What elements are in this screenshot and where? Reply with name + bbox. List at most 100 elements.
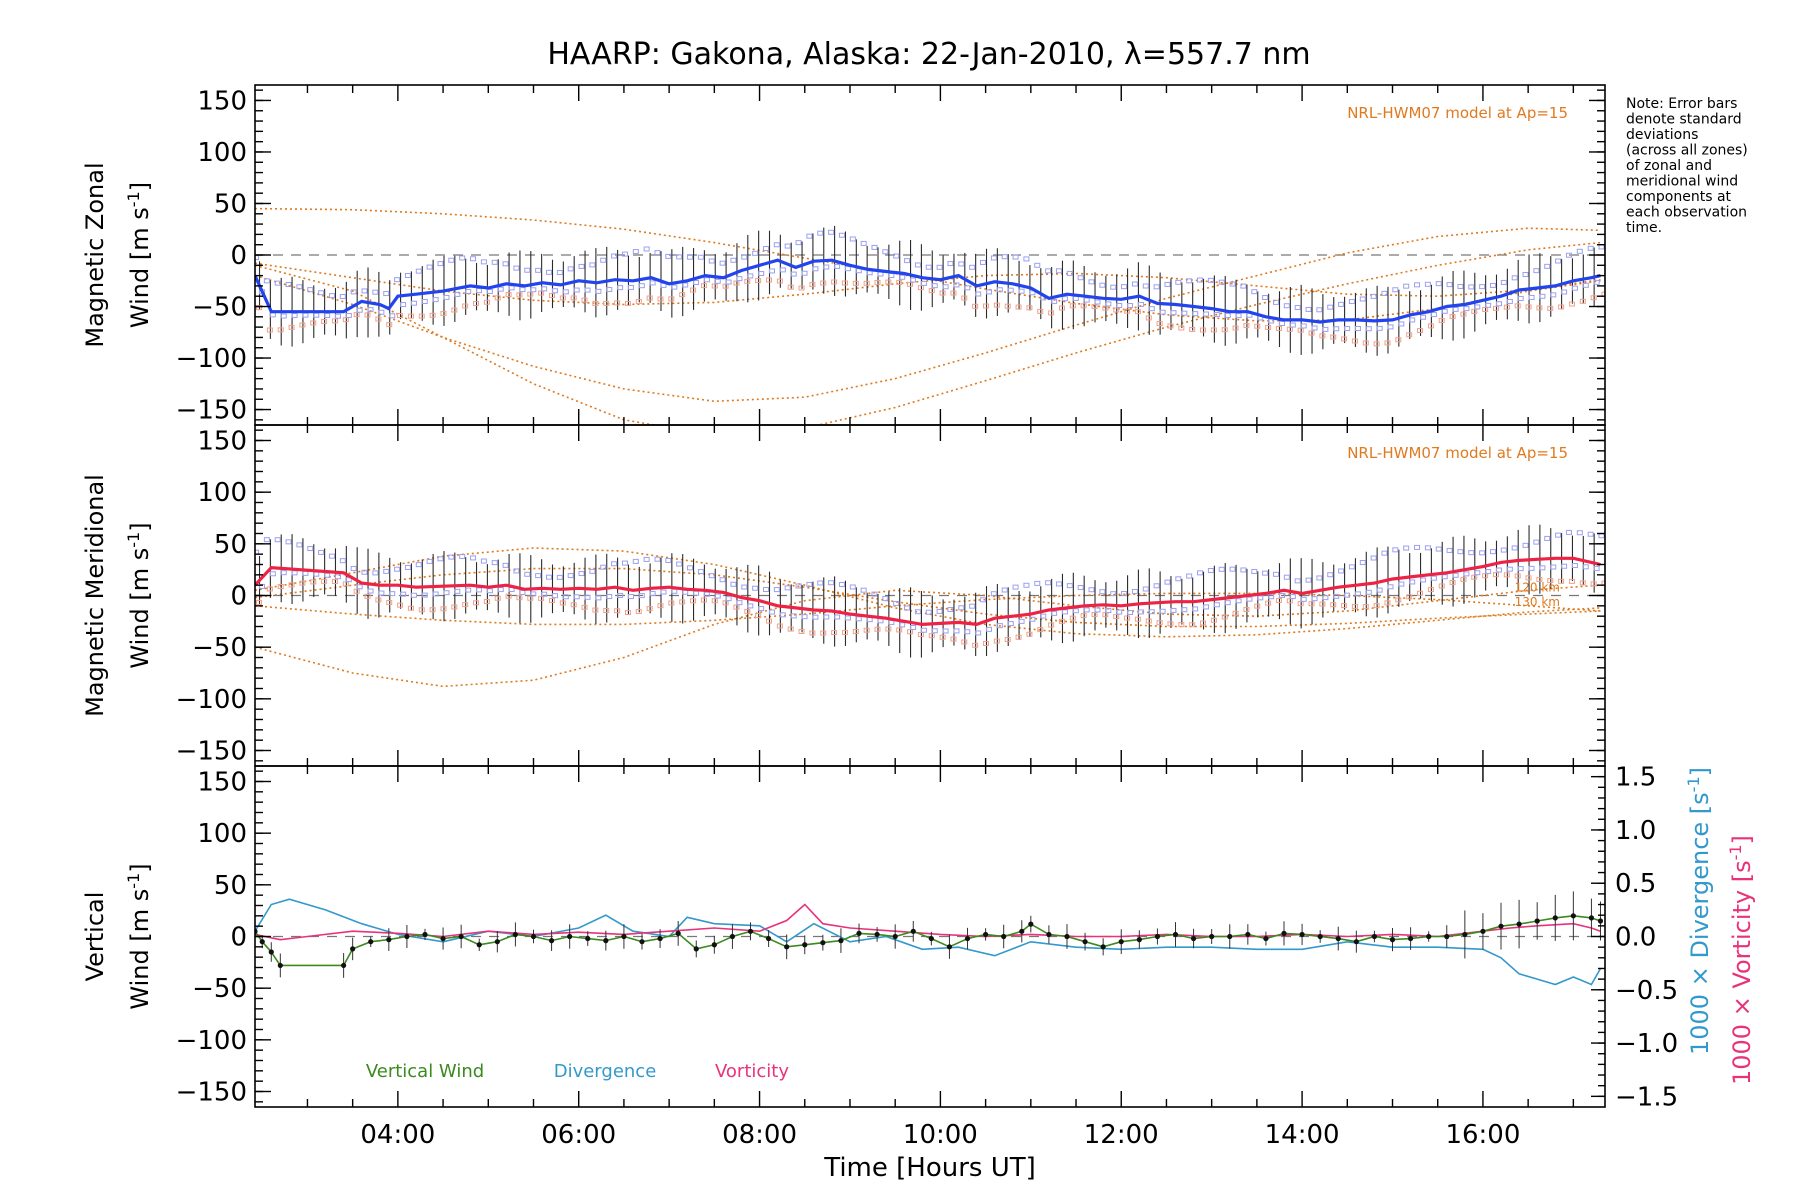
zone-marker [1308,330,1315,336]
zone-marker [1338,568,1345,574]
zone-marker [1330,602,1337,608]
zone-marker [809,282,816,288]
zone-marker [1110,591,1117,597]
zone-marker [855,616,862,622]
zone-marker [1121,284,1128,290]
y-tick-label: −150 [176,396,247,426]
zone-marker [766,277,773,283]
zone-marker [1040,613,1047,619]
zone-marker [1327,572,1334,578]
zone-marker [372,289,379,295]
zone-marker [801,614,808,620]
zone-marker [1409,317,1416,323]
zone-marker [397,313,404,319]
zone-marker [1398,581,1405,587]
zone-marker [1354,591,1361,597]
zone-marker [1414,544,1421,550]
zone-marker [1240,283,1247,289]
zone-marker [834,614,841,620]
meridional-wind-line [255,556,1601,627]
zone-marker [454,588,461,594]
zone-marker [928,633,935,639]
zone-marker [787,284,794,290]
zone-marker [410,300,417,306]
zone-marker [432,591,439,597]
zone-marker [1598,244,1605,250]
zone-marker [860,240,867,246]
zone-marker [904,258,911,264]
vertical-wind-point [458,933,464,940]
x-tick-label: 14:00 [1265,1120,1340,1150]
vertical-wind-point [1444,933,1450,940]
zone-marker [421,299,428,305]
zone-marker [812,266,819,272]
vertical-wind-point [838,938,844,944]
zone-marker [1330,334,1337,340]
zone-marker [668,296,675,302]
zone-marker [277,327,284,333]
vertical-wind-point [856,930,862,937]
zone-marker [1344,592,1351,598]
zone-marker [1558,578,1565,584]
vertical-wind-point [350,946,356,952]
zone-marker [1561,563,1568,569]
zone-marker [1528,294,1535,300]
zone-marker [418,313,425,319]
zone-marker [1322,595,1329,601]
zone-marker [1077,585,1084,591]
zone-marker [410,592,417,598]
zone-marker [1492,572,1499,578]
zone-marker [448,257,455,263]
y-tick-label: 50 [214,530,247,560]
zone-marker [567,266,574,272]
zone-marker [1528,565,1535,571]
y-tick-label: −50 [192,293,247,323]
vertical-wind-point [1371,933,1378,940]
zone-marker [1156,620,1163,626]
zone-marker [1381,550,1388,556]
zone-marker [823,614,830,620]
zone-marker [451,307,458,313]
y-tick-label: −150 [176,737,247,767]
zone-marker [1145,618,1152,624]
zone-marker [578,263,585,269]
zone-marker [426,558,433,564]
zone-marker [1037,308,1044,314]
vertical-wind-point [1407,935,1414,942]
zone-marker [1590,295,1597,301]
zone-marker [1268,594,1275,600]
zone-marker [451,604,458,610]
right-tick-label: 1.5 [1615,763,1656,793]
model-curve [255,547,1601,638]
zone-marker [1452,306,1459,312]
zone-marker [1430,575,1437,581]
zone-marker [657,296,664,302]
zone-marker [1376,325,1383,331]
meridional-panel: 150 100 50 0 −50 −100 −150 NRL-HWM07 model at A… [81,424,1606,767]
zone-marker [551,593,558,599]
zone-marker [386,322,393,328]
zone-marker [1159,608,1166,614]
zone-marker [328,293,335,299]
vertical-wind-point [1317,933,1323,940]
zone-marker [1587,531,1594,537]
zone-marker [1414,282,1421,288]
zone-marker [806,581,813,587]
zone-marker [736,276,743,282]
zone-marker [758,271,765,277]
x-tick-label: 08:00 [722,1120,797,1150]
zone-marker [617,285,624,291]
zone-marker [1159,309,1166,315]
y-tick-label: 100 [197,819,247,849]
zone-marker [931,628,938,634]
y-tick-label: 100 [197,478,247,508]
vertical-wind-point [639,939,645,945]
zone-marker [486,588,493,594]
zone-marker [1243,323,1250,329]
zone-marker [1210,617,1217,623]
note-line: meridional wind [1626,174,1738,190]
zone-marker [1395,337,1402,343]
zone-marker [383,291,390,297]
vertical-wind-point [784,944,790,950]
